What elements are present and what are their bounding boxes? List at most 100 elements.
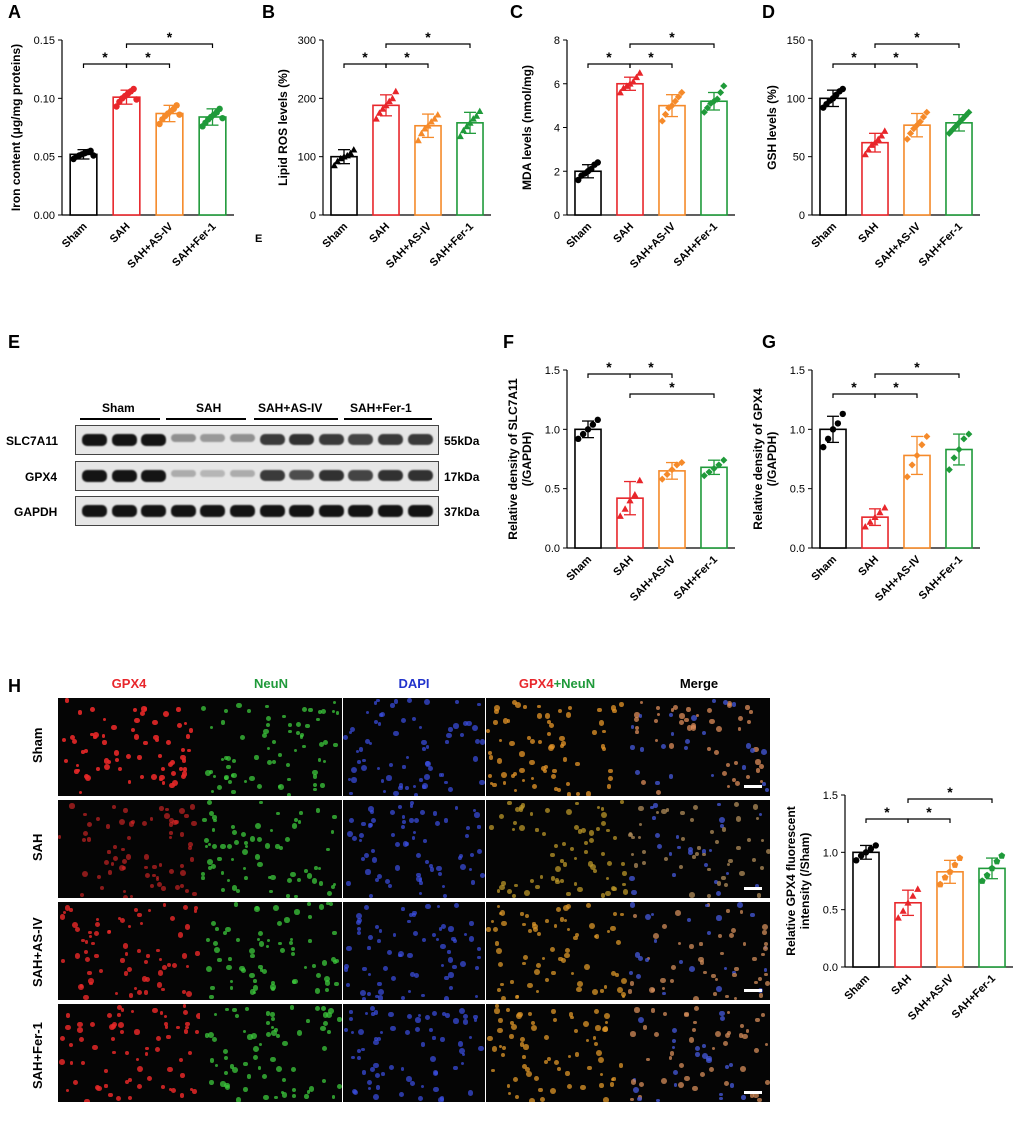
bar: [700, 466, 728, 549]
cell-dot: [326, 1029, 331, 1034]
cell-dot: [142, 821, 148, 827]
cell-dot: [440, 1096, 445, 1101]
cell-dot: [258, 964, 263, 970]
data-point: [463, 122, 471, 130]
cell-dot: [518, 806, 524, 812]
cell-dot: [167, 1066, 173, 1073]
cell-dot: [469, 1035, 473, 1040]
cell-dot: [106, 760, 111, 765]
cell-dot: [348, 817, 354, 823]
cell-dot: [736, 845, 741, 851]
data-point: [700, 108, 708, 116]
bar: [574, 428, 602, 549]
cell-dot: [97, 875, 102, 880]
data-point: [993, 857, 1001, 865]
cell-dot: [274, 1095, 279, 1100]
cell-dot: [429, 1055, 436, 1062]
cell-dot: [379, 1031, 383, 1035]
data-point: [619, 84, 628, 92]
micrograph-row-label: SAH: [30, 833, 45, 861]
cell-dot: [123, 971, 129, 977]
cell-dot: [136, 912, 142, 918]
panel-letter-g: G: [762, 332, 777, 352]
cell-dot: [561, 958, 566, 963]
cell-dot: [754, 980, 758, 984]
cell-dot: [306, 902, 311, 907]
cell-dot: [236, 889, 241, 894]
data-point: [941, 874, 949, 881]
cell-dot: [191, 820, 197, 827]
cell-dot: [384, 878, 390, 885]
cell-dot: [539, 1097, 545, 1102]
cell-dot: [267, 876, 271, 880]
cell-dot: [419, 778, 423, 782]
cell-dot: [668, 713, 673, 717]
cell-dot: [424, 774, 430, 780]
cell-dot: [725, 994, 729, 999]
cell-dot: [544, 977, 550, 983]
cell-dot: [596, 806, 600, 810]
cell-dot: [286, 792, 292, 796]
cell-dot: [311, 878, 317, 884]
x-tick-label: Sham: [320, 220, 350, 250]
cell-dot: [713, 879, 719, 885]
cell-dot: [607, 768, 613, 774]
cell-dot: [320, 1025, 326, 1032]
cell-dot: [621, 862, 625, 866]
cell-dot: [371, 856, 378, 863]
cell-dot: [470, 880, 476, 885]
cell-dot: [262, 733, 268, 739]
cell-dot: [247, 709, 252, 713]
cell-dot: [400, 907, 405, 911]
cell-dot: [324, 980, 331, 986]
cell-dot: [357, 760, 362, 764]
cell-dot: [202, 817, 207, 823]
cell-dot: [741, 1095, 746, 1100]
data-point: [621, 505, 629, 512]
data-point: [829, 426, 837, 433]
cell-dot: [212, 815, 217, 820]
bar: [69, 153, 98, 216]
cell-dot: [529, 812, 533, 816]
cell-dot: [622, 889, 628, 896]
cell-dot: [755, 883, 759, 888]
cell-dot: [127, 780, 132, 784]
cell-dot: [164, 1014, 168, 1018]
data-point: [173, 102, 180, 109]
cell-dot: [70, 1061, 74, 1065]
cell-dot: [622, 882, 626, 887]
cell-dot: [144, 1052, 149, 1056]
cell-dot: [498, 813, 505, 820]
cell-dot: [545, 918, 549, 923]
cell-dot: [77, 1021, 84, 1028]
cell-dot: [365, 739, 371, 745]
cell-dot: [438, 927, 442, 931]
cell-dot: [71, 922, 78, 928]
cell-dot: [668, 1056, 673, 1060]
cell-dot: [285, 837, 291, 842]
cell-dot: [332, 930, 337, 936]
cell-dot: [660, 977, 666, 983]
cell-dot: [344, 1027, 349, 1033]
cell-dot: [713, 992, 717, 996]
cell-dot: [364, 853, 369, 859]
blot-band: [82, 505, 107, 517]
cell-dot: [764, 787, 770, 793]
cell-dot: [709, 718, 715, 724]
cell-dot: [288, 722, 293, 727]
cell-dot: [266, 746, 271, 751]
data-point: [988, 864, 996, 872]
cell-dot: [595, 1049, 602, 1056]
cell-dot: [497, 905, 501, 909]
cell-dot: [75, 926, 81, 932]
cell-dot: [441, 963, 445, 968]
cell-dot: [253, 985, 259, 991]
cell-dot: [650, 805, 654, 809]
cell-dot: [562, 862, 568, 868]
significance-star: *: [669, 29, 675, 45]
cell-dot: [494, 1008, 500, 1014]
cell-dot: [65, 1024, 71, 1031]
cell-dot: [99, 885, 105, 890]
data-point: [839, 85, 846, 93]
cell-dot: [113, 750, 120, 756]
